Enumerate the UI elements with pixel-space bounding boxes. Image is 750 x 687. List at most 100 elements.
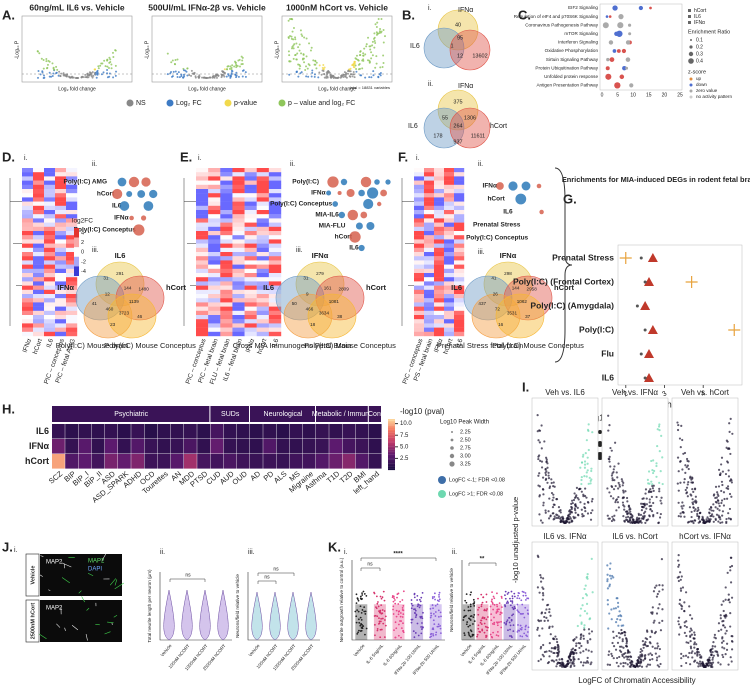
heat-cell [268, 289, 282, 295]
corr-dot [119, 201, 130, 211]
heat-cell [232, 319, 245, 324]
heat-cell [256, 210, 270, 215]
bracket [257, 580, 277, 584]
point [585, 439, 588, 442]
point [358, 629, 360, 632]
heat-cell [220, 281, 233, 286]
point [677, 616, 681, 619]
heat-cell [444, 319, 455, 324]
heat-cell [232, 189, 245, 194]
point [588, 618, 591, 621]
point [356, 632, 359, 635]
point [718, 516, 722, 519]
point [538, 485, 541, 488]
point [683, 481, 686, 484]
heat-cell [434, 327, 445, 332]
volcano-point [97, 65, 100, 68]
point [712, 654, 715, 657]
point [416, 599, 419, 601]
point [421, 591, 424, 594]
point [413, 596, 416, 599]
point [516, 597, 519, 600]
volcano-point [229, 74, 232, 77]
volcano-point [182, 69, 185, 72]
point [721, 646, 724, 649]
heat-cell [256, 239, 270, 244]
corr-dot [380, 189, 388, 197]
point [708, 508, 711, 511]
heat-cell [220, 306, 233, 311]
point [586, 456, 589, 459]
colorbar-step [388, 461, 395, 464]
heat-cell [232, 260, 245, 265]
point [696, 651, 699, 654]
point [656, 642, 659, 645]
volcano-point [323, 76, 326, 79]
heat-cell [44, 310, 56, 316]
heat-cell [232, 205, 245, 211]
volcano-point [110, 67, 113, 70]
dot [616, 49, 621, 53]
volcano-point [75, 76, 78, 79]
heat-cell [66, 239, 78, 244]
heat-cell [424, 319, 435, 324]
label: Log₂ fold change [188, 86, 226, 92]
heat-cell [220, 294, 233, 299]
label: ns [185, 572, 191, 578]
neurite [40, 555, 44, 557]
volcano-point [52, 72, 55, 75]
point [542, 504, 545, 507]
point [688, 506, 692, 509]
heat-cell [244, 243, 257, 248]
heat-cell [414, 184, 425, 190]
heat-cell [434, 226, 445, 232]
heat-cell [434, 235, 445, 240]
volcano-point [235, 71, 238, 74]
point [611, 479, 614, 482]
heat-cell [208, 273, 221, 278]
point [375, 595, 378, 598]
point [480, 623, 483, 625]
point [490, 613, 493, 616]
volcano-point [244, 75, 247, 78]
heat-cell [244, 222, 257, 227]
heat-cell [33, 205, 45, 211]
heat-cell [196, 315, 209, 320]
point [610, 574, 614, 578]
point [697, 508, 700, 512]
heat-cell [220, 180, 233, 185]
volcano-point [190, 69, 193, 72]
heat-cell [424, 218, 435, 223]
venn-set [437, 89, 479, 131]
volcano-point [114, 74, 117, 77]
point [606, 663, 609, 666]
volcano-point [302, 57, 305, 60]
label: i. [428, 5, 432, 12]
point [607, 653, 610, 656]
point [689, 647, 693, 650]
point [625, 639, 628, 642]
heat-cell [44, 231, 56, 236]
point [679, 446, 682, 449]
point [578, 487, 581, 491]
point [653, 469, 656, 473]
point [712, 520, 715, 523]
panel-label: I. [522, 379, 529, 394]
legend-marker [598, 430, 602, 434]
volcano-point [225, 68, 228, 71]
point [580, 478, 583, 482]
colorbar-step [388, 446, 395, 448]
point [687, 641, 690, 644]
point [489, 633, 492, 636]
heat-cell [268, 239, 282, 244]
axis [351, 560, 445, 641]
point [518, 597, 521, 600]
point [712, 509, 715, 512]
heat-cell [220, 243, 233, 248]
point [680, 575, 683, 578]
point [607, 627, 610, 630]
point [717, 661, 720, 664]
volcano-point [352, 71, 355, 74]
point [721, 483, 724, 487]
point [714, 645, 717, 648]
